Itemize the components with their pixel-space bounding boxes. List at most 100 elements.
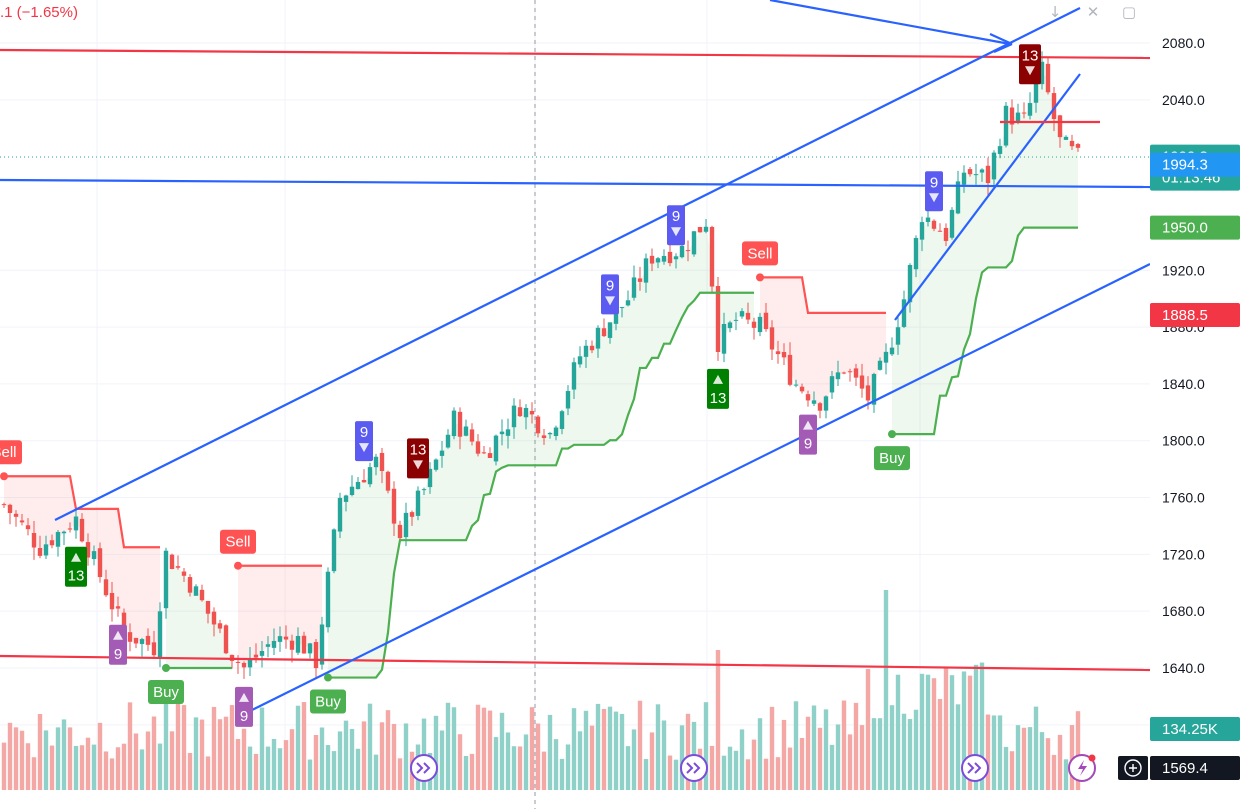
- candle-body: [433, 459, 439, 470]
- candle-body: [931, 220, 937, 229]
- triangle-up-icon: [239, 692, 249, 702]
- volume-bar: [445, 702, 451, 790]
- volume-bar: [73, 745, 79, 790]
- plus-icon-cross: [1129, 764, 1137, 772]
- volume-bars: [1, 590, 1081, 790]
- price-tick-label: 1840.0: [1162, 376, 1205, 392]
- volume-bar: [529, 707, 535, 790]
- drawings[interactable]: [0, 0, 1151, 711]
- volume-bar: [751, 739, 757, 790]
- volume-bar: [331, 751, 337, 790]
- volume-bar: [655, 704, 661, 790]
- candle-body: [733, 319, 739, 321]
- triangle-down-icon: [605, 296, 615, 306]
- bottom-icons[interactable]: [410, 754, 1096, 782]
- volume-bar: [907, 719, 913, 790]
- candle-body: [103, 579, 109, 596]
- lightning-icon: [1078, 760, 1087, 776]
- candle-body: [67, 528, 73, 530]
- volume-bar: [565, 744, 571, 790]
- candle-body: [115, 606, 121, 609]
- volume-bar: [289, 729, 295, 790]
- volume-bar: [769, 706, 775, 790]
- volume-bar: [469, 753, 475, 790]
- volume-bar: [349, 728, 355, 790]
- triangle-down-icon: [1025, 66, 1035, 76]
- volume-bar: [1075, 711, 1081, 790]
- candle-body: [145, 635, 151, 645]
- volume-bar: [337, 731, 343, 790]
- candle-body: [463, 426, 469, 436]
- triangle-down-icon: [929, 193, 939, 203]
- candle-body: [571, 362, 577, 390]
- candle-body: [559, 411, 565, 429]
- price-label-text: 1994.3: [1162, 157, 1208, 174]
- candle-body: [355, 481, 361, 490]
- volume-bar: [1039, 732, 1045, 790]
- candle-body: [181, 571, 187, 576]
- volume-bar: [985, 714, 991, 790]
- volume-bar: [1003, 746, 1009, 790]
- candle-body: [943, 227, 949, 241]
- volume-bar: [607, 706, 613, 790]
- volume-bar: [799, 737, 805, 790]
- candle-body: [739, 311, 745, 317]
- volume-bar: [853, 702, 859, 790]
- candle-body: [589, 345, 595, 351]
- candle-body: [1009, 107, 1015, 125]
- volume-bar: [901, 713, 907, 790]
- downtrend-fill: [760, 277, 886, 407]
- volume-bar: [1015, 725, 1021, 790]
- volume-bar: [955, 704, 961, 790]
- maximize-icon[interactable]: ▢: [1121, 3, 1137, 21]
- volume-bar: [277, 748, 283, 790]
- volume-bar: [493, 737, 499, 790]
- candle-body: [529, 410, 535, 415]
- volume-bar: [961, 671, 967, 790]
- lower-support-line: [0, 654, 1151, 672]
- candle-body: [331, 529, 337, 572]
- candle-body: [241, 662, 247, 668]
- candle-body: [475, 441, 481, 454]
- collapse-icon[interactable]: ✕: [1086, 3, 1100, 21]
- volume-bar: [343, 720, 349, 790]
- candle-body: [319, 624, 325, 665]
- candle-body: [1075, 144, 1081, 148]
- volume-bar: [685, 713, 691, 790]
- price-label: 1888.5: [1150, 303, 1240, 328]
- volume-bar: [541, 751, 547, 790]
- upper-resistance-line: [0, 48, 1151, 60]
- volume-bar: [1069, 725, 1075, 790]
- candle-body: [247, 658, 253, 668]
- candle-body: [877, 360, 883, 370]
- volume-bar: [391, 723, 397, 790]
- price-label: 1950.0: [1150, 215, 1240, 240]
- candle-body: [925, 217, 931, 222]
- volume-bar: [319, 727, 325, 790]
- candle-body: [109, 592, 115, 610]
- volume-bar: [31, 757, 37, 790]
- buy-signal: Buy: [310, 673, 346, 714]
- volume-bar: [715, 650, 721, 790]
- price-label-box: [1150, 152, 1240, 177]
- short-trend-line: [894, 73, 1081, 321]
- candle-body: [349, 486, 355, 496]
- candle-body: [829, 376, 835, 393]
- sell-signal: Sell: [742, 241, 778, 282]
- candle-body: [817, 403, 823, 411]
- volume-bar: [925, 674, 931, 790]
- arrow-down-icon[interactable]: ↓: [1048, 3, 1062, 21]
- td-marker-text: 13: [410, 441, 427, 458]
- volume-bar: [967, 675, 973, 790]
- volume-bar: [271, 738, 277, 790]
- candle-body: [163, 550, 169, 609]
- candle-body: [313, 642, 319, 669]
- volume-bar: [235, 739, 241, 790]
- volume-bar: [829, 744, 835, 790]
- price-axis[interactable]: 2080.02040.01920.01880.01840.01800.01760…: [1150, 0, 1243, 809]
- candle-body: [1051, 93, 1057, 120]
- candle-body: [871, 373, 877, 405]
- volume-bar: [439, 730, 445, 790]
- candle-body: [595, 327, 601, 349]
